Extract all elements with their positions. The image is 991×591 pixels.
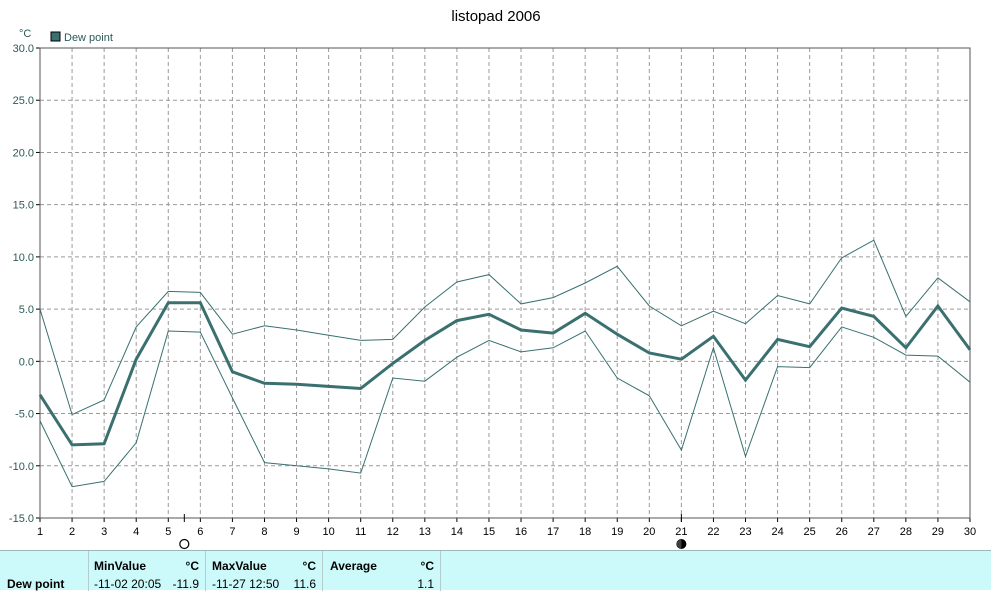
x-tick-label: 4 bbox=[133, 526, 139, 538]
x-tick-label: 5 bbox=[165, 526, 171, 538]
series-line-average bbox=[38, 301, 972, 447]
x-tick-label: 10 bbox=[322, 526, 334, 538]
min-value: -11.9 bbox=[172, 577, 199, 591]
statistics-bar: Dew point MinValue °C -11-02 20:05 -11.9… bbox=[0, 550, 991, 591]
min-cell: MinValue °C -11-02 20:05 -11.9 bbox=[89, 551, 206, 591]
x-tick-label: 20 bbox=[643, 526, 655, 538]
x-tick-label: 3 bbox=[101, 526, 107, 538]
y-tick-label: -10.0 bbox=[9, 461, 34, 473]
max-cell: MaxValue °C -11-27 12:50 11.6 bbox=[206, 551, 323, 591]
x-tick-label: 15 bbox=[483, 526, 495, 538]
series-group bbox=[38, 239, 972, 488]
series-line-min bbox=[39, 326, 971, 488]
max-unit: °C bbox=[302, 559, 316, 573]
x-tick-label: 7 bbox=[229, 526, 235, 538]
grid bbox=[40, 48, 970, 518]
average-header: Average bbox=[330, 559, 377, 573]
y-tick-label: -5.0 bbox=[15, 409, 34, 421]
chart-title: listopad 2006 bbox=[451, 8, 540, 25]
label-cell: Dew point bbox=[0, 551, 89, 591]
x-tick-label: 14 bbox=[451, 526, 463, 538]
x-tick-label: 2 bbox=[69, 526, 75, 538]
x-tick-label: 16 bbox=[515, 526, 527, 538]
x-tick-label: 6 bbox=[197, 526, 203, 538]
x-tick-label: 12 bbox=[387, 526, 399, 538]
dew-point-chart: listopad 2006 °C Dew point 30.025.020.01… bbox=[9, 8, 976, 550]
new-moon-icon bbox=[676, 539, 687, 549]
x-tick-label: 26 bbox=[836, 526, 848, 538]
x-tick-label: 21 bbox=[675, 526, 687, 538]
legend-label: Dew point bbox=[64, 32, 113, 44]
y-tick-label: 15.0 bbox=[13, 200, 34, 212]
x-tick-label: 13 bbox=[419, 526, 431, 538]
y-tick-label: 10.0 bbox=[13, 252, 34, 264]
y-tick-label: 20.0 bbox=[13, 147, 34, 159]
x-tick-label: 25 bbox=[804, 526, 816, 538]
min-header: MinValue bbox=[94, 559, 147, 573]
min-date: -11-02 20:05 bbox=[94, 577, 162, 591]
x-tick-label: 23 bbox=[739, 526, 751, 538]
x-tick-label: 29 bbox=[932, 526, 944, 538]
y-tick-label: 30.0 bbox=[13, 43, 34, 55]
x-tick-label: 9 bbox=[293, 526, 299, 538]
max-date: -11-27 12:50 bbox=[212, 577, 280, 591]
y-tick-label: 0.0 bbox=[19, 356, 34, 368]
x-axis: 1 2 3 4 5 6 7 8 9 10 11 12 13 14 15 16 17 18 19 20 21 22 23 24 2… bbox=[37, 518, 976, 538]
x-tick-label: 22 bbox=[707, 526, 719, 538]
average-value: 1.1 bbox=[417, 577, 434, 591]
row-label: Dew point bbox=[7, 577, 65, 591]
y-tick-label: 5.0 bbox=[19, 304, 34, 316]
moon-markers bbox=[179, 514, 687, 550]
x-tick-label: 28 bbox=[900, 526, 912, 538]
average-cell: Average °C 1.1 bbox=[323, 551, 441, 591]
y-unit-label: °C bbox=[19, 28, 31, 40]
y-tick-label: 25.0 bbox=[13, 95, 34, 107]
y-tick-label: -15.0 bbox=[9, 513, 34, 525]
x-tick-label: 30 bbox=[964, 526, 976, 538]
new-moon-shade bbox=[676, 539, 682, 549]
max-value: 11.6 bbox=[293, 577, 316, 591]
x-tick-label: 19 bbox=[611, 526, 623, 538]
series-line-max bbox=[39, 239, 971, 416]
x-tick-label: 24 bbox=[771, 526, 783, 538]
x-tick-label: 17 bbox=[547, 526, 559, 538]
max-header: MaxValue bbox=[212, 559, 267, 573]
x-tick-label: 18 bbox=[579, 526, 591, 538]
full-moon-icon bbox=[179, 538, 190, 550]
x-tick-label: 8 bbox=[261, 526, 267, 538]
y-axis: 30.0 25.0 20.0 15.0 10.0 5.0 0.0 -5.0 -10.0 -15.0 bbox=[9, 43, 40, 525]
average-unit: °C bbox=[420, 559, 434, 573]
plot-frame bbox=[39, 47, 971, 519]
x-tick-label: 11 bbox=[355, 526, 366, 538]
x-tick-label: 27 bbox=[868, 526, 880, 538]
min-unit: °C bbox=[185, 559, 199, 573]
legend-swatch bbox=[50, 31, 61, 42]
x-tick-label: 1 bbox=[37, 526, 43, 538]
